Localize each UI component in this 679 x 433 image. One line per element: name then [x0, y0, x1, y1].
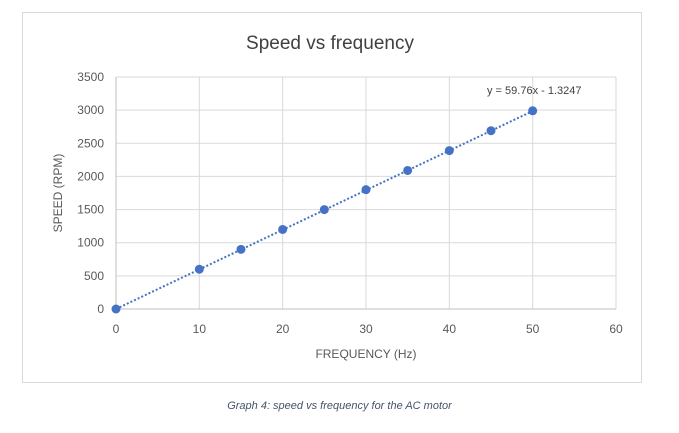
y-axis-title: SPEED (RPM): [51, 154, 65, 233]
data-point: [403, 165, 413, 175]
data-point: [278, 224, 288, 234]
data-point: [319, 205, 329, 215]
chart-area: [22, 12, 642, 383]
data-points: [111, 106, 538, 314]
y-tick-label: 500: [84, 269, 104, 283]
data-point: [486, 126, 496, 136]
y-tick-label: 2000: [77, 169, 104, 183]
y-tick-label: 2500: [77, 136, 104, 150]
data-point: [361, 185, 371, 195]
y-tick-label: 1000: [77, 236, 104, 250]
x-tick-label: 50: [526, 322, 540, 336]
trendline: [115, 110, 534, 310]
x-tick-label: 60: [609, 322, 623, 336]
y-tick-label: 1500: [77, 203, 104, 217]
chart-title: Speed vs frequency: [246, 33, 414, 54]
data-point: [528, 106, 538, 116]
data-point: [236, 244, 246, 254]
x-tick-label: 30: [359, 322, 373, 336]
trendline-equation: y = 59.76x - 1.3247: [487, 85, 581, 97]
x-tick-label: 10: [193, 322, 207, 336]
x-tick-label: 40: [443, 322, 457, 336]
chart-svg: Speed vs frequency 050010001500200025003…: [51, 33, 623, 361]
data-point: [194, 264, 204, 274]
x-axis-title: FREQUENCY (Hz): [315, 347, 416, 361]
data-point: [444, 146, 454, 156]
figure-caption: Graph 4: speed vs frequency for the AC m…: [227, 400, 452, 412]
y-tick-label: 0: [97, 302, 104, 316]
x-tick-label: 20: [276, 322, 290, 336]
trendline-path: [115, 110, 534, 310]
data-point: [111, 304, 121, 314]
y-tick-label: 3500: [77, 70, 104, 84]
x-tick-label: 0: [113, 322, 120, 336]
axes: 0 500 1000 1500 2000 2500 3000 3500 0 10 20 30 40 50 6…: [77, 70, 623, 336]
y-tick-label: 3000: [77, 103, 104, 117]
